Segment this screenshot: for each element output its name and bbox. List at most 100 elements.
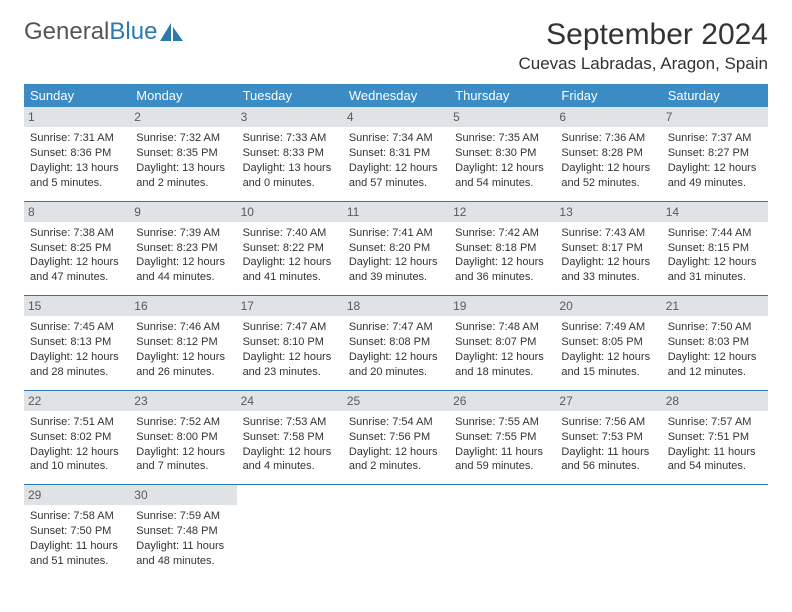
calendar-cell: 26Sunrise: 7:55 AMSunset: 7:55 PMDayligh… — [449, 390, 555, 485]
sunrise-line: Sunrise: 7:47 AM — [349, 320, 443, 335]
title-block: September 2024 Cuevas Labradas, Aragon, … — [518, 18, 768, 74]
sunset-line: Sunset: 8:17 PM — [561, 241, 655, 256]
sunrise-line: Sunrise: 7:43 AM — [561, 226, 655, 241]
sunrise-line: Sunrise: 7:39 AM — [136, 226, 230, 241]
weekday-header: Wednesday — [343, 84, 449, 107]
sunrise-line: Sunrise: 7:42 AM — [455, 226, 549, 241]
month-title: September 2024 — [518, 18, 768, 52]
sunset-line: Sunset: 8:12 PM — [136, 335, 230, 350]
daylight-line: Daylight: 12 hours and 15 minutes. — [561, 350, 655, 380]
sunset-line: Sunset: 7:51 PM — [668, 430, 762, 445]
sunrise-line: Sunrise: 7:56 AM — [561, 415, 655, 430]
calendar-cell: 9Sunrise: 7:39 AMSunset: 8:23 PMDaylight… — [130, 201, 236, 296]
daylight-line: Daylight: 12 hours and 54 minutes. — [455, 161, 549, 191]
header: GeneralBlue September 2024 Cuevas Labrad… — [24, 18, 768, 74]
day-number: 26 — [449, 391, 555, 411]
day-number: 12 — [449, 202, 555, 222]
calendar-cell: 14Sunrise: 7:44 AMSunset: 8:15 PMDayligh… — [662, 201, 768, 296]
daylight-line: Daylight: 11 hours and 54 minutes. — [668, 445, 762, 475]
brand-part1: General — [24, 18, 109, 46]
daylight-line: Daylight: 12 hours and 49 minutes. — [668, 161, 762, 191]
daylight-line: Daylight: 11 hours and 51 minutes. — [30, 539, 124, 569]
day-number: 22 — [24, 391, 130, 411]
sunrise-line: Sunrise: 7:48 AM — [455, 320, 549, 335]
day-number: 24 — [237, 391, 343, 411]
calendar-cell: 20Sunrise: 7:49 AMSunset: 8:05 PMDayligh… — [555, 296, 661, 391]
sunrise-line: Sunrise: 7:55 AM — [455, 415, 549, 430]
daylight-line: Daylight: 13 hours and 2 minutes. — [136, 161, 230, 191]
weekday-row: SundayMondayTuesdayWednesdayThursdayFrid… — [24, 84, 768, 107]
daylight-line: Daylight: 11 hours and 48 minutes. — [136, 539, 230, 569]
sunset-line: Sunset: 8:36 PM — [30, 146, 124, 161]
day-number: 9 — [130, 202, 236, 222]
sunset-line: Sunset: 8:31 PM — [349, 146, 443, 161]
daylight-line: Daylight: 13 hours and 0 minutes. — [243, 161, 337, 191]
sunset-line: Sunset: 8:27 PM — [668, 146, 762, 161]
sunset-line: Sunset: 8:13 PM — [30, 335, 124, 350]
sunrise-line: Sunrise: 7:41 AM — [349, 226, 443, 241]
sunset-line: Sunset: 7:50 PM — [30, 524, 124, 539]
calendar-cell: 2Sunrise: 7:32 AMSunset: 8:35 PMDaylight… — [130, 107, 236, 201]
sunrise-line: Sunrise: 7:37 AM — [668, 131, 762, 146]
sunrise-line: Sunrise: 7:45 AM — [30, 320, 124, 335]
calendar-cell: 17Sunrise: 7:47 AMSunset: 8:10 PMDayligh… — [237, 296, 343, 391]
sunrise-line: Sunrise: 7:53 AM — [243, 415, 337, 430]
day-number: 11 — [343, 202, 449, 222]
sunset-line: Sunset: 7:48 PM — [136, 524, 230, 539]
sunrise-line: Sunrise: 7:44 AM — [668, 226, 762, 241]
day-number: 8 — [24, 202, 130, 222]
calendar-cell: 16Sunrise: 7:46 AMSunset: 8:12 PMDayligh… — [130, 296, 236, 391]
sunset-line: Sunset: 8:28 PM — [561, 146, 655, 161]
calendar-cell — [555, 485, 661, 579]
day-number: 21 — [662, 296, 768, 316]
daylight-line: Daylight: 12 hours and 47 minutes. — [30, 255, 124, 285]
calendar-cell: 6Sunrise: 7:36 AMSunset: 8:28 PMDaylight… — [555, 107, 661, 201]
calendar-row: 15 Sunrise: 7:45 AMSunset: 8:13 PM Dayligh… — [24, 296, 768, 391]
calendar-cell: 13Sunrise: 7:43 AMSunset: 8:17 PMDayligh… — [555, 201, 661, 296]
brand-part2: Blue — [109, 18, 157, 46]
location: Cuevas Labradas, Aragon, Spain — [518, 54, 768, 74]
daylight-line: Daylight: 12 hours and 23 minutes. — [243, 350, 337, 380]
day-number: 14 — [662, 202, 768, 222]
sunrise-line: Sunrise: 7:52 AM — [136, 415, 230, 430]
calendar-cell: 30Sunrise: 7:59 AMSunset: 7:48 PMDayligh… — [130, 485, 236, 579]
day-number: 15 — [24, 296, 130, 316]
day-number: 28 — [662, 391, 768, 411]
calendar-cell: 5Sunrise: 7:35 AMSunset: 8:30 PMDaylight… — [449, 107, 555, 201]
calendar-cell — [449, 485, 555, 579]
daylight-line: Daylight: 12 hours and 18 minutes. — [455, 350, 549, 380]
weekday-header: Thursday — [449, 84, 555, 107]
sunset-line: Sunset: 7:56 PM — [349, 430, 443, 445]
calendar-cell: 15Sunrise: 7:45 AMSunset: 8:13 PMDayligh… — [24, 296, 130, 391]
calendar-cell: 3Sunrise: 7:33 AMSunset: 8:33 PMDaylight… — [237, 107, 343, 201]
sunrise-line: Sunrise: 7:35 AM — [455, 131, 549, 146]
calendar-cell: 1Sunrise: 7:31 AMSunset: 8:36 PMDaylight… — [24, 107, 130, 201]
day-number: 27 — [555, 391, 661, 411]
daylight-line: Daylight: 13 hours and 5 minutes. — [30, 161, 124, 191]
sunset-line: Sunset: 8:35 PM — [136, 146, 230, 161]
day-number: 2 — [130, 107, 236, 127]
sunset-line: Sunset: 8:10 PM — [243, 335, 337, 350]
daylight-line: Daylight: 12 hours and 12 minutes. — [668, 350, 762, 380]
sunset-line: Sunset: 8:18 PM — [455, 241, 549, 256]
calendar-cell: 24Sunrise: 7:53 AMSunset: 7:58 PMDayligh… — [237, 390, 343, 485]
sunset-line: Sunset: 8:05 PM — [561, 335, 655, 350]
daylight-line: Daylight: 12 hours and 31 minutes. — [668, 255, 762, 285]
daylight-line: Daylight: 12 hours and 52 minutes. — [561, 161, 655, 191]
sunrise-line: Sunrise: 7:51 AM — [30, 415, 124, 430]
sunrise-line: Sunrise: 7:49 AM — [561, 320, 655, 335]
calendar-cell: 10Sunrise: 7:40 AMSunset: 8:22 PMDayligh… — [237, 201, 343, 296]
weekday-header: Sunday — [24, 84, 130, 107]
sunrise-line: Sunrise: 7:40 AM — [243, 226, 337, 241]
daylight-line: Daylight: 11 hours and 56 minutes. — [561, 445, 655, 475]
sunrise-line: Sunrise: 7:57 AM — [668, 415, 762, 430]
calendar-table: SundayMondayTuesdayWednesdayThursdayFrid… — [24, 84, 768, 579]
sunrise-line: Sunrise: 7:36 AM — [561, 131, 655, 146]
calendar-cell — [662, 485, 768, 579]
sunrise-line: Sunrise: 7:58 AM — [30, 509, 124, 524]
calendar-cell: 23Sunrise: 7:52 AMSunset: 8:00 PMDayligh… — [130, 390, 236, 485]
calendar-row: 22Sunrise: 7:51 AMSunset: 8:02 PMDayligh… — [24, 390, 768, 485]
daylight-line: Daylight: 12 hours and 33 minutes. — [561, 255, 655, 285]
sunset-line: Sunset: 7:53 PM — [561, 430, 655, 445]
calendar-cell: 8Sunrise: 7:38 AMSunset: 8:25 PMDaylight… — [24, 201, 130, 296]
